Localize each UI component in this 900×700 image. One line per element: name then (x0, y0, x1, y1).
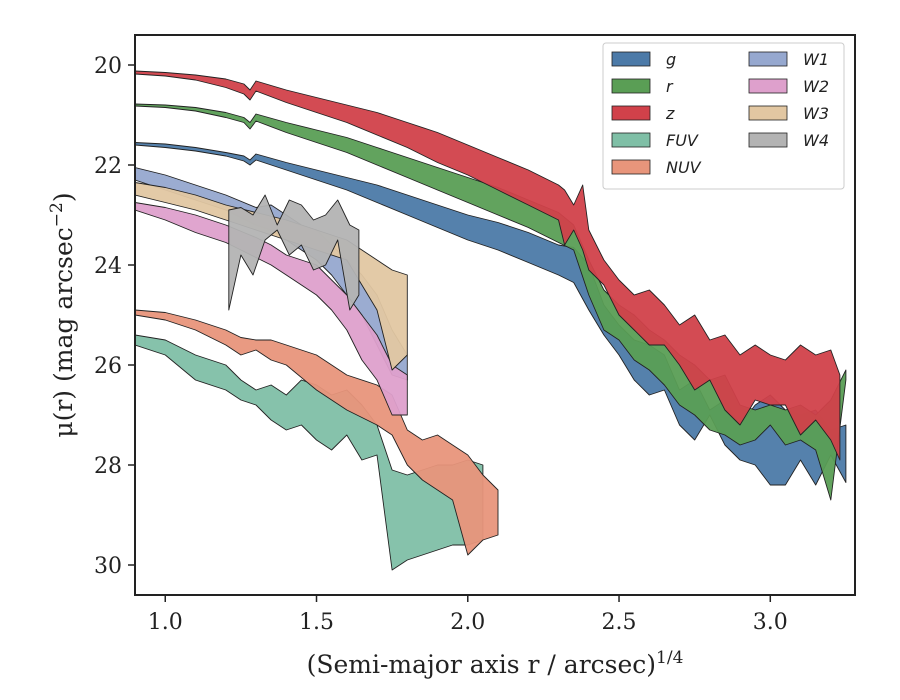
x-axis: 1.0 1.5 2.0 2.5 3.0 (148, 595, 788, 635)
x-tick-label: 2.5 (602, 610, 637, 635)
x-tick-label: 1.0 (148, 610, 183, 635)
legend-swatch-z (611, 105, 651, 121)
y-axis-label: μ(r) (mag arcsec−2) (47, 192, 78, 437)
legend-swatch-g (611, 51, 651, 67)
x-tick-label: 2.0 (450, 610, 485, 635)
series-band-r (135, 103, 847, 501)
legend-label-nuv: NUV (666, 158, 702, 177)
y-axis: 20 22 24 26 28 30 (94, 54, 135, 579)
legend-label-w3: W3 (803, 104, 829, 123)
legend-swatch-r (611, 78, 651, 94)
legend-label-fuv: FUV (666, 131, 699, 150)
legend-label-w4: W4 (803, 131, 829, 150)
series-band-nuv (135, 309, 499, 556)
x-axis-label: (Semi-major axis r / arcsec)1/4 (307, 648, 684, 679)
y-tick-label: 24 (94, 254, 122, 279)
series-band-w4 (228, 194, 360, 311)
y-tick-label: 28 (94, 454, 122, 479)
series-areas (135, 70, 847, 571)
legend-swatch-fuv (611, 132, 651, 148)
legend: grz FUV NUV W1 W2 W3 W4 (602, 42, 845, 190)
y-tick-label: 30 (94, 554, 122, 579)
plot-frame (134, 34, 856, 596)
legend-swatch-w1 (748, 51, 788, 67)
legend-swatch-nuv (611, 159, 651, 175)
legend-label-r: r (666, 77, 674, 96)
series-band-z (135, 70, 841, 461)
series-band-g (135, 142, 847, 486)
legend-swatch-w3 (748, 105, 788, 121)
legend-swatch-w2 (748, 78, 788, 94)
y-tick-label: 20 (94, 54, 122, 79)
x-tick-label: 3.0 (753, 610, 788, 635)
x-tick-label: 1.5 (299, 610, 334, 635)
y-tick-label: 22 (94, 154, 122, 179)
legend-label-w2: W2 (803, 77, 829, 96)
legend-label-w1: W1 (803, 50, 829, 69)
legend-label-g: g (666, 50, 676, 69)
y-tick-label: 26 (94, 354, 122, 379)
legend-swatch-w4 (748, 132, 788, 148)
legend-label-z: z (665, 104, 675, 123)
